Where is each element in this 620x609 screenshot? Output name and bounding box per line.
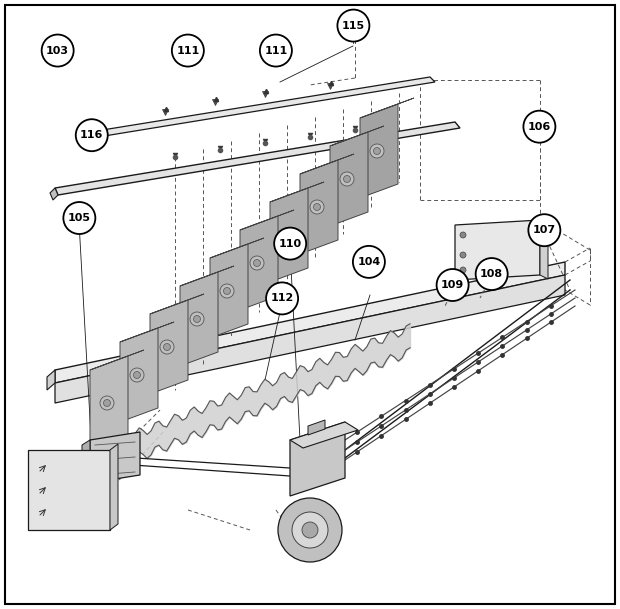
- Polygon shape: [210, 238, 264, 258]
- Circle shape: [223, 287, 231, 295]
- Circle shape: [250, 256, 264, 270]
- Polygon shape: [150, 294, 204, 314]
- Polygon shape: [28, 450, 110, 530]
- Circle shape: [337, 10, 370, 41]
- Text: 105: 105: [68, 213, 91, 223]
- Circle shape: [310, 200, 324, 214]
- Polygon shape: [55, 275, 565, 403]
- Polygon shape: [47, 370, 55, 390]
- Polygon shape: [110, 444, 118, 530]
- Circle shape: [104, 400, 110, 406]
- Polygon shape: [308, 420, 325, 435]
- Polygon shape: [270, 182, 324, 202]
- Polygon shape: [455, 220, 540, 280]
- Circle shape: [460, 267, 466, 273]
- Polygon shape: [300, 154, 354, 174]
- Polygon shape: [90, 432, 140, 483]
- Circle shape: [343, 175, 350, 183]
- Circle shape: [42, 35, 74, 66]
- Polygon shape: [90, 350, 144, 370]
- Polygon shape: [82, 440, 90, 488]
- Circle shape: [133, 371, 141, 379]
- Circle shape: [460, 232, 466, 238]
- Circle shape: [100, 396, 114, 410]
- Circle shape: [193, 315, 200, 323]
- Polygon shape: [180, 266, 234, 286]
- Text: 111: 111: [264, 46, 288, 55]
- Circle shape: [280, 228, 294, 242]
- Circle shape: [260, 35, 292, 66]
- Circle shape: [528, 214, 560, 246]
- Circle shape: [130, 368, 144, 382]
- Polygon shape: [540, 220, 548, 279]
- Polygon shape: [300, 160, 338, 254]
- Polygon shape: [210, 244, 248, 338]
- Circle shape: [190, 312, 204, 326]
- Polygon shape: [330, 132, 368, 226]
- Circle shape: [436, 269, 469, 301]
- Text: 108: 108: [480, 269, 503, 279]
- Circle shape: [254, 259, 260, 267]
- Circle shape: [220, 284, 234, 298]
- Circle shape: [523, 111, 556, 143]
- Circle shape: [278, 498, 342, 562]
- Text: 110: 110: [278, 239, 302, 248]
- Text: 103: 103: [46, 46, 69, 55]
- Circle shape: [353, 246, 385, 278]
- Polygon shape: [85, 132, 92, 142]
- Polygon shape: [290, 422, 358, 448]
- Text: 107: 107: [533, 225, 556, 235]
- Text: 106: 106: [528, 122, 551, 132]
- Polygon shape: [90, 77, 435, 138]
- Text: 109: 109: [441, 280, 464, 290]
- Circle shape: [314, 203, 321, 211]
- Polygon shape: [240, 210, 294, 230]
- Polygon shape: [50, 188, 58, 200]
- Circle shape: [274, 228, 306, 259]
- Circle shape: [160, 340, 174, 354]
- Polygon shape: [240, 216, 278, 310]
- Polygon shape: [270, 188, 308, 282]
- Circle shape: [370, 144, 384, 158]
- Circle shape: [302, 522, 318, 538]
- Polygon shape: [150, 300, 188, 394]
- Text: 111: 111: [176, 46, 200, 55]
- Polygon shape: [120, 328, 158, 422]
- Polygon shape: [90, 356, 128, 450]
- Text: 112: 112: [270, 294, 294, 303]
- Polygon shape: [55, 122, 460, 195]
- Polygon shape: [180, 272, 218, 366]
- Circle shape: [460, 252, 466, 258]
- Polygon shape: [330, 126, 384, 146]
- Circle shape: [63, 202, 95, 234]
- Polygon shape: [290, 422, 345, 496]
- Polygon shape: [120, 322, 174, 342]
- Polygon shape: [360, 104, 398, 198]
- Circle shape: [266, 283, 298, 314]
- Circle shape: [283, 231, 291, 239]
- Text: 116: 116: [80, 130, 104, 140]
- Circle shape: [340, 172, 354, 186]
- Circle shape: [76, 119, 108, 151]
- Polygon shape: [360, 98, 414, 118]
- Circle shape: [292, 512, 328, 548]
- Polygon shape: [55, 262, 565, 383]
- Text: 104: 104: [357, 257, 381, 267]
- Circle shape: [164, 343, 170, 351]
- Circle shape: [373, 147, 381, 155]
- Circle shape: [172, 35, 204, 66]
- Circle shape: [476, 258, 508, 290]
- Text: 115: 115: [342, 21, 365, 30]
